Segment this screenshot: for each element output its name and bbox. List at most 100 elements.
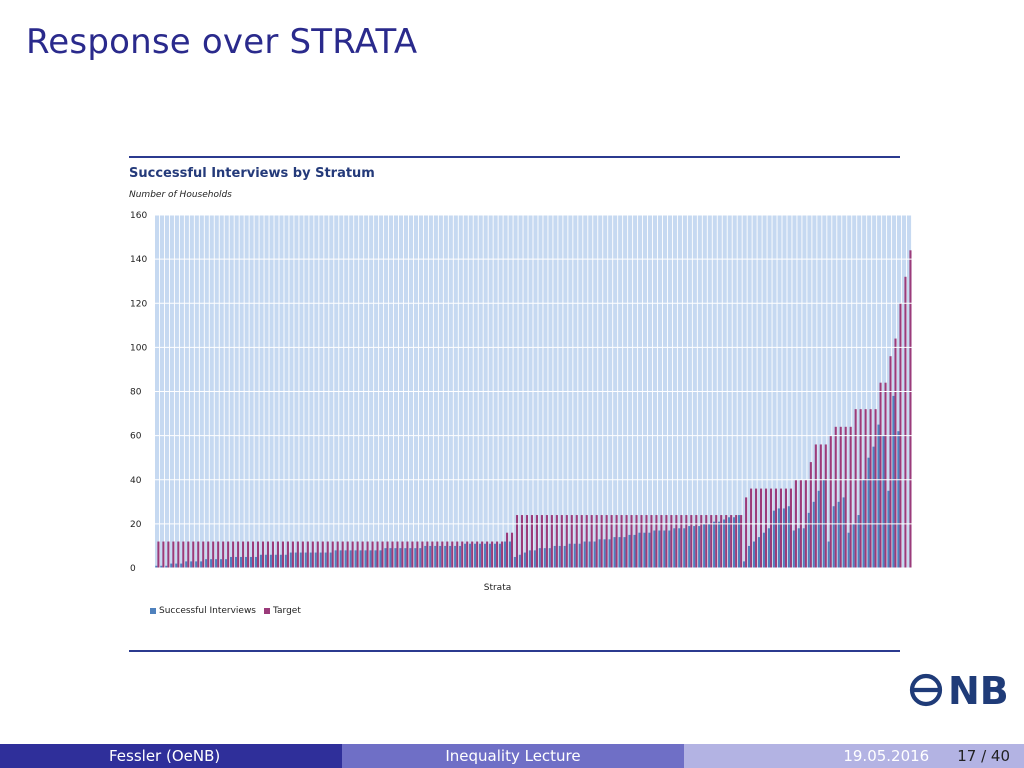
bar-successful-interviews <box>429 545 432 568</box>
bar-successful-interviews <box>449 545 452 568</box>
bar-successful-interviews <box>424 545 427 568</box>
bar-successful-interviews <box>792 530 795 568</box>
bar-target <box>356 541 359 568</box>
bar-successful-interviews <box>528 550 531 568</box>
bar-target <box>177 541 180 568</box>
bar-target <box>306 541 309 568</box>
bar-target <box>491 541 494 568</box>
bar-target <box>441 541 444 568</box>
bar-target <box>416 541 419 568</box>
y-tick-label: 100 <box>130 343 147 353</box>
bar-successful-interviews <box>553 545 556 568</box>
bar-target <box>530 515 534 568</box>
bar-successful-interviews <box>409 548 412 568</box>
bar-successful-interviews <box>578 543 581 568</box>
bar-target <box>605 515 608 568</box>
bar-target <box>580 515 583 568</box>
bar-successful-interviews <box>314 552 317 568</box>
bar-successful-interviews <box>324 552 327 568</box>
bar-successful-interviews <box>867 457 870 568</box>
bar-successful-interviews <box>733 517 736 568</box>
bar-successful-interviews <box>185 561 188 568</box>
bar-successful-interviews <box>244 556 248 568</box>
bar-target <box>451 541 454 568</box>
bar-target <box>266 541 270 568</box>
bar-target <box>261 541 265 568</box>
bar-successful-interviews <box>404 548 407 568</box>
bar-successful-interviews <box>349 550 352 568</box>
bar-successful-interviews <box>543 548 546 568</box>
bar-target <box>625 515 628 568</box>
logo-o-shape <box>909 673 943 707</box>
bar-target <box>321 541 324 568</box>
bar-target <box>824 444 827 568</box>
bar-successful-interviews <box>339 550 342 568</box>
bar-successful-interviews <box>718 521 721 568</box>
bar-successful-interviews <box>518 554 521 568</box>
bar-target <box>864 409 867 568</box>
bar-successful-interviews <box>503 541 507 568</box>
bar-successful-interviews <box>394 548 397 568</box>
bar-successful-interviews <box>419 548 422 568</box>
bar-target <box>371 541 374 568</box>
bar-successful-interviews <box>483 543 487 568</box>
legend-swatch-successful <box>150 608 156 614</box>
bar-target <box>396 541 399 568</box>
bar-target <box>555 515 558 568</box>
bar-successful-interviews <box>757 537 761 568</box>
y-tick-label: 140 <box>130 255 147 265</box>
bar-target <box>680 515 683 568</box>
y-tick-label: 120 <box>130 299 147 309</box>
bar-successful-interviews <box>414 548 417 568</box>
bar-target <box>665 515 668 568</box>
bar-successful-interviews <box>683 528 686 568</box>
bar-target <box>291 541 294 568</box>
bar-successful-interviews <box>897 431 900 568</box>
bar-successful-interviews <box>842 497 845 568</box>
bar-target <box>774 488 778 568</box>
chart-subtitle: Number of Households <box>129 190 232 200</box>
bar-target <box>909 250 912 569</box>
bar-successful-interviews <box>210 559 213 568</box>
bar-target <box>720 515 723 568</box>
bar-successful-interviews <box>165 565 168 568</box>
bar-successful-interviews <box>588 541 591 568</box>
bar-target <box>515 515 519 568</box>
bar-target <box>620 515 623 568</box>
bar-target <box>889 356 892 568</box>
bar-target <box>700 515 703 568</box>
bar-successful-interviews <box>723 519 726 568</box>
bar-successful-interviews <box>369 550 372 568</box>
bar-target <box>839 426 842 568</box>
bar-target <box>271 541 275 568</box>
bar-successful-interviews <box>877 424 880 568</box>
bar-target <box>650 515 653 568</box>
bar-target <box>276 541 280 568</box>
bar-successful-interviews <box>638 532 641 568</box>
bar-target <box>819 444 822 568</box>
y-tick-label: 60 <box>130 432 142 442</box>
bar-successful-interviews <box>548 548 551 568</box>
bar-successful-interviews <box>832 506 835 568</box>
bar-target <box>834 426 837 568</box>
bar-successful-interviews <box>643 532 646 568</box>
bar-target <box>316 541 319 568</box>
bar-successful-interviews <box>812 501 815 568</box>
y-tick-label: 40 <box>130 476 142 486</box>
bar-target <box>331 541 334 568</box>
bar-successful-interviews <box>618 537 621 568</box>
bar-successful-interviews <box>155 565 158 568</box>
bar-successful-interviews <box>190 561 193 568</box>
bar-successful-interviews <box>200 561 203 568</box>
bar-target <box>545 515 548 568</box>
bar-successful-interviews <box>309 552 312 568</box>
bar-successful-interviews <box>593 541 596 568</box>
footer-page-number: 17 / 40 <box>957 747 1010 765</box>
bar-target <box>849 426 852 568</box>
bar-target <box>655 515 658 568</box>
bar-target <box>705 515 708 568</box>
bar-successful-interviews <box>747 545 751 568</box>
bar-successful-interviews <box>269 554 272 568</box>
bar-successful-interviews <box>284 554 287 568</box>
